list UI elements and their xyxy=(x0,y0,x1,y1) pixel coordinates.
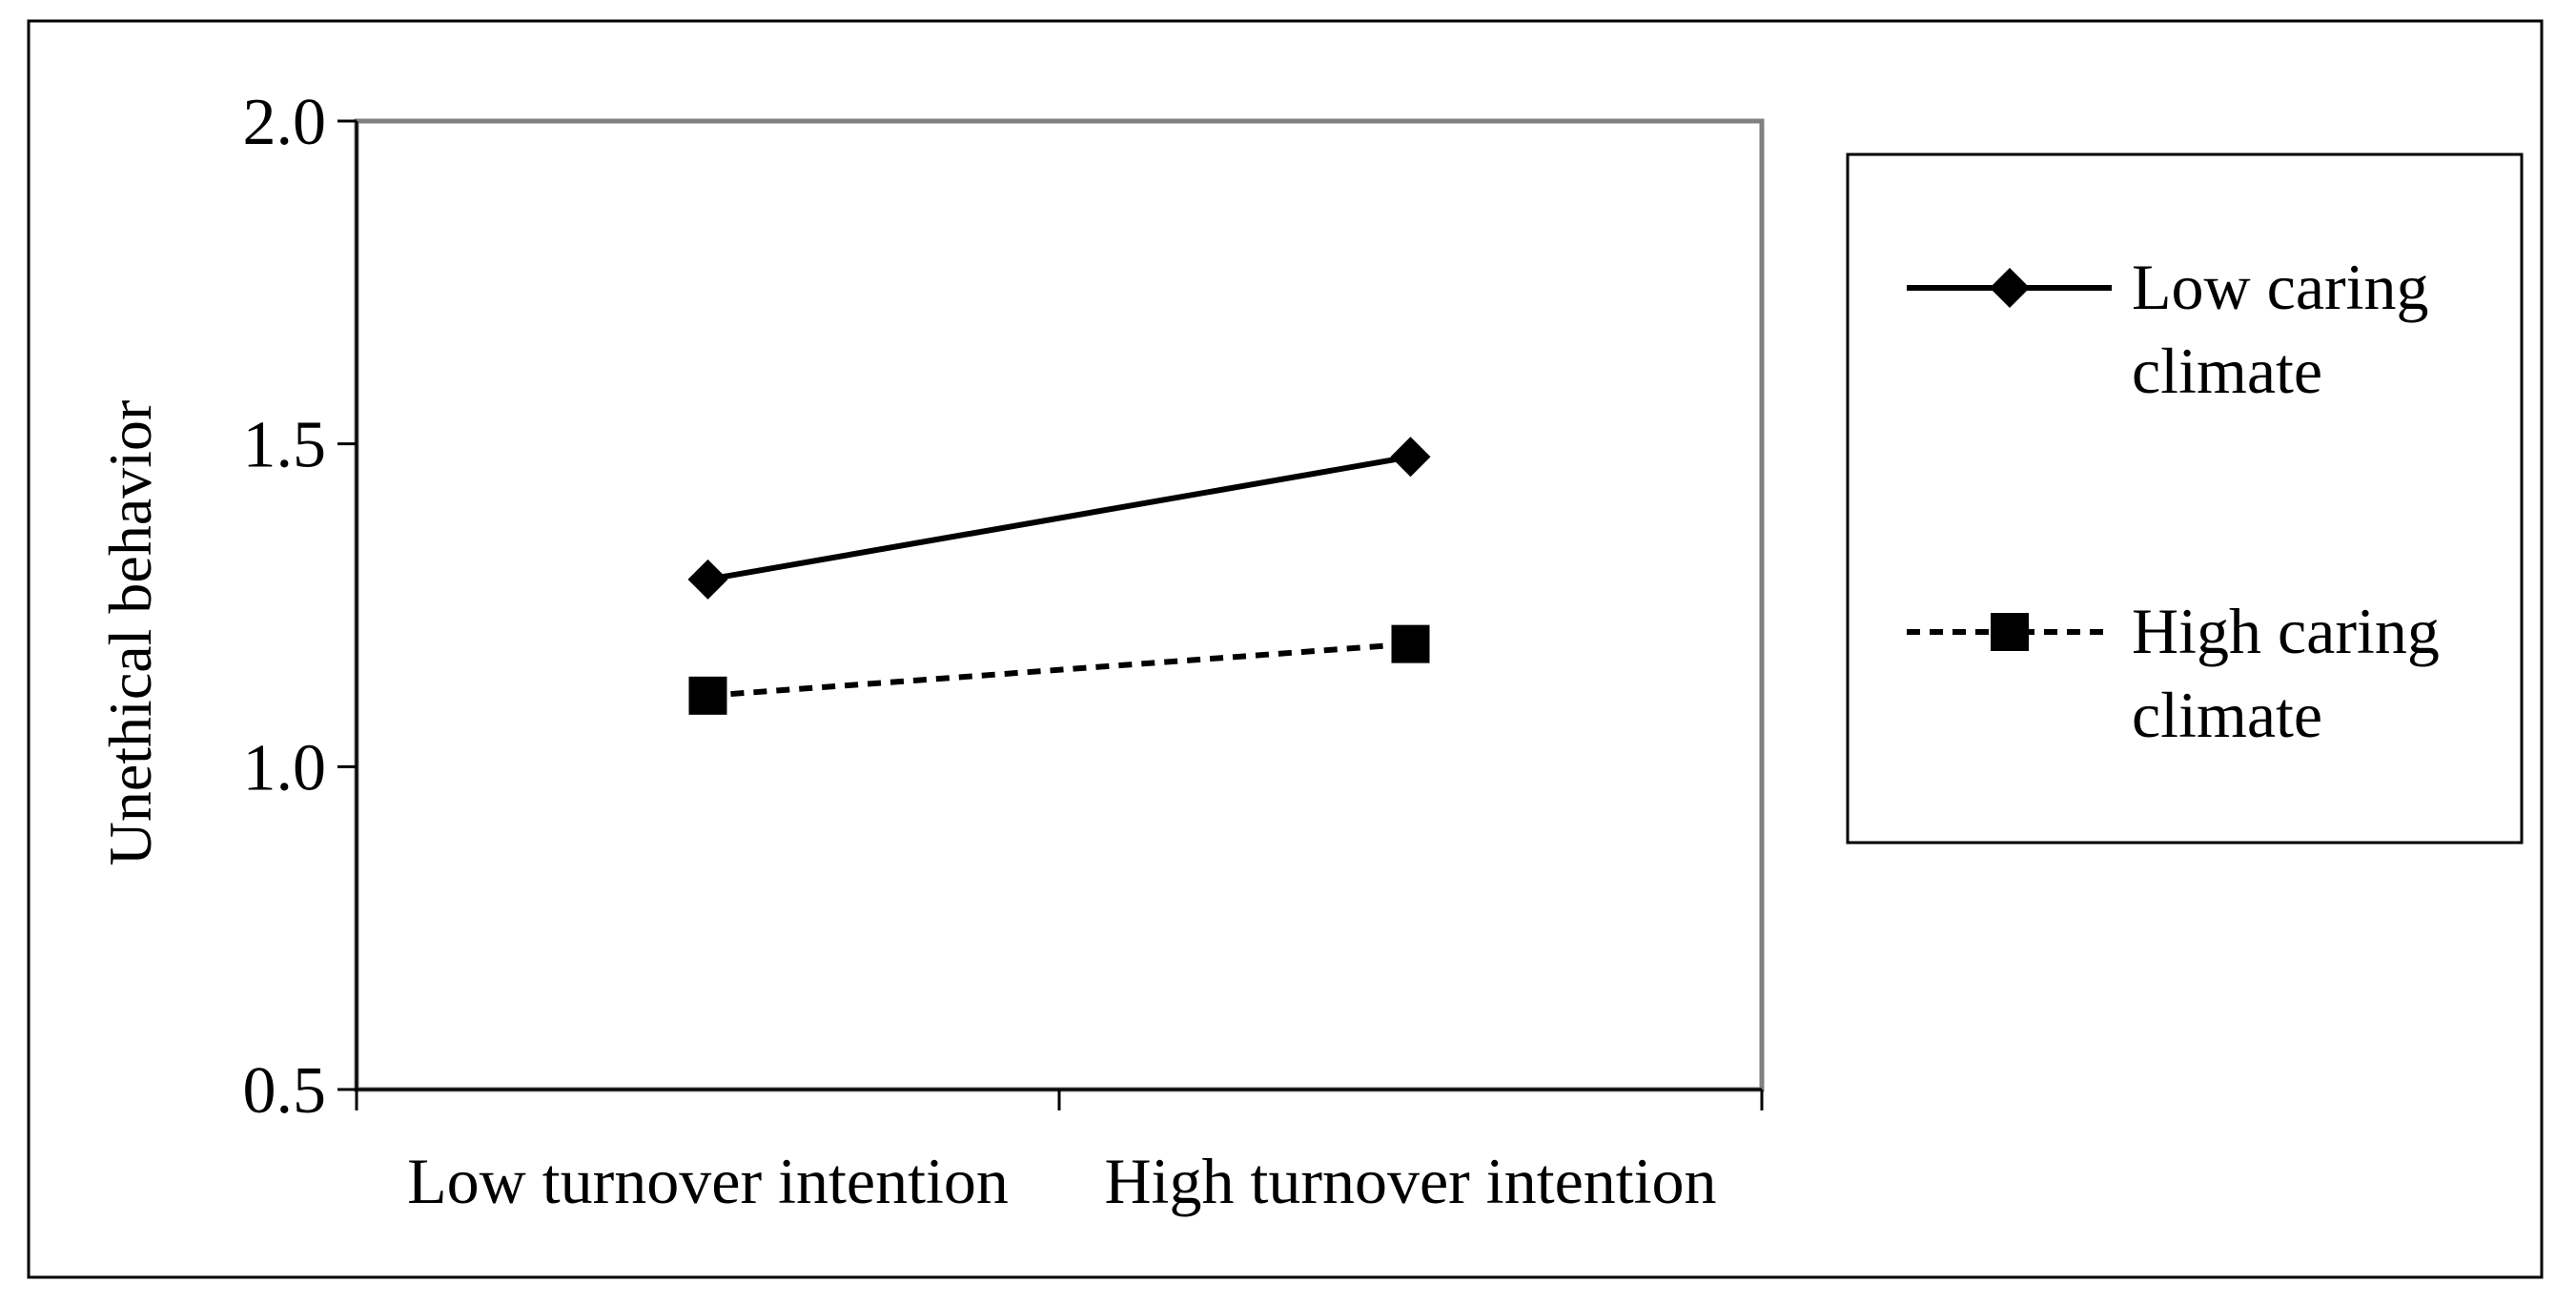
legend-marker-diamond xyxy=(1990,268,2030,308)
legend-marker-square xyxy=(1991,613,2029,651)
x-axis: Low turnover intention High turnover inte… xyxy=(355,1088,1764,1217)
y-axis: 0.5 1.0 1.5 2.0 xyxy=(243,86,358,1128)
data-point-diamond xyxy=(1390,437,1431,478)
data-point-square xyxy=(688,676,727,715)
y-tick-label: 0.5 xyxy=(243,1054,327,1128)
legend-label: Low caring xyxy=(2132,251,2429,323)
series-line xyxy=(706,454,1412,582)
figure-frame xyxy=(27,19,2544,1279)
series-1 xyxy=(687,437,1431,600)
plot-area xyxy=(354,118,1765,1092)
data-point-square xyxy=(1391,624,1430,663)
legend-label: High caring xyxy=(2132,595,2440,667)
y-axis-title: Unethical behavior xyxy=(96,400,164,866)
x-category-label: Low turnover intention xyxy=(407,1145,1009,1217)
legend-item: High caring climate xyxy=(1907,595,2440,751)
y-tick-label: 2.0 xyxy=(243,86,327,159)
legend-box xyxy=(1846,153,2524,845)
series-line xyxy=(707,641,1411,699)
series-2 xyxy=(688,624,1430,715)
legend: Low caring climate High caring climate xyxy=(1907,251,2440,751)
legend-label: climate xyxy=(2132,335,2322,407)
x-category-label: High turnover intention xyxy=(1104,1145,1716,1217)
y-tick-label: 1.0 xyxy=(243,731,327,804)
legend-item: Low caring climate xyxy=(1907,251,2429,407)
y-tick-label: 1.5 xyxy=(243,409,327,482)
data-point-diamond xyxy=(687,559,728,600)
series-layer xyxy=(687,437,1431,715)
legend-label: climate xyxy=(2132,679,2322,751)
